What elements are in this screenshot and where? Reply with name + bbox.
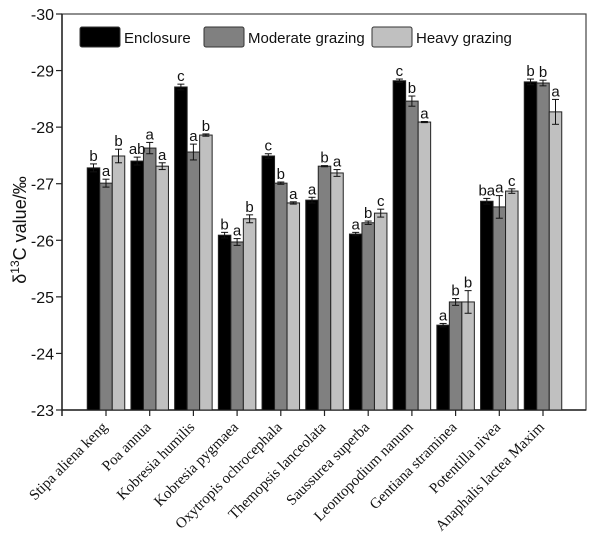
bar [417, 121, 432, 411]
significance-letter: b [539, 64, 547, 81]
legend-swatch [203, 26, 245, 48]
significance-letter: a [289, 186, 298, 203]
bar [217, 234, 232, 411]
significance-letter: a [146, 126, 155, 143]
significance-letter: b [320, 150, 328, 167]
legend-label: Moderate grazing [248, 30, 365, 47]
significance-letter: a [189, 128, 198, 145]
significance-letter: a [158, 147, 167, 164]
bar [174, 86, 188, 411]
significance-letter: ba [478, 182, 495, 199]
significance-letter: a [439, 307, 448, 324]
y-tick-label: -24 [31, 346, 54, 363]
y-axis-ticks: -30 -29 -28 -27 -26 -25 -24 -23 [31, 7, 62, 420]
bar [392, 80, 407, 411]
significance-letter: c [377, 193, 385, 210]
bar [242, 218, 257, 411]
bar [548, 111, 563, 411]
bar [286, 202, 301, 411]
y-axis-title: δ13C value/‰ [8, 176, 30, 283]
bar [130, 160, 144, 411]
bar [448, 301, 463, 411]
bar [436, 324, 450, 411]
significance-letter: ab [129, 141, 146, 158]
significance-letter: a [102, 163, 111, 180]
significance-letter: a [420, 105, 429, 122]
bars-layer [86, 80, 563, 411]
significance-letter: b [114, 133, 122, 150]
bar [86, 167, 101, 411]
bar [348, 233, 363, 411]
significance-letter: b [464, 275, 472, 292]
bar [330, 172, 344, 411]
bar [536, 82, 550, 411]
significance-letter: a [551, 83, 560, 100]
bar [461, 301, 475, 411]
significance-letter: b [526, 63, 534, 80]
significance-letter: b [277, 166, 285, 183]
significance-letter: b [202, 118, 210, 135]
y-tick-label: -27 [31, 177, 54, 194]
y-tick-label: -25 [31, 290, 54, 307]
significance-letter: b [451, 283, 459, 300]
significance-letter: c [265, 138, 273, 155]
bar [305, 199, 319, 411]
legend: Enclosure Moderate grazing Heavy grazing [79, 26, 512, 48]
bar [523, 81, 538, 411]
y-tick-label: -28 [31, 120, 54, 137]
y-axis-title-rest: C value/‰ [10, 176, 30, 260]
bar [155, 165, 169, 411]
bar [261, 155, 276, 411]
bar [199, 134, 213, 411]
x-tick-label: Kobresia humilis [114, 419, 198, 503]
significance-letter: b [89, 148, 97, 165]
x-tick-label: Stipa aliena keng [26, 419, 111, 504]
y-axis-title-delta: δ [10, 274, 30, 284]
significance-letter: a [495, 180, 504, 197]
bar [142, 147, 157, 411]
y-tick-label: -30 [31, 7, 54, 24]
bar [361, 222, 375, 411]
bar [317, 165, 332, 411]
bar [373, 212, 388, 411]
bar [186, 151, 201, 411]
bar [405, 100, 419, 411]
significance-letter: c [396, 63, 404, 80]
significance-letter: a [352, 216, 361, 233]
legend-label: Enclosure [124, 30, 191, 47]
legend-swatch [79, 26, 121, 48]
y-axis-title-sup: 13 [8, 260, 22, 274]
bar [99, 182, 113, 411]
bar [111, 155, 126, 411]
significance-letter: a [233, 223, 242, 240]
significance-letter: c [508, 173, 516, 190]
bar [230, 241, 244, 411]
legend-swatch [371, 26, 413, 48]
y-tick-label: -26 [31, 233, 54, 250]
significance-letter: a [308, 181, 317, 198]
error-bars-layer [90, 78, 559, 328]
significance-letter: a [333, 154, 342, 171]
significance-letter: c [177, 68, 185, 85]
y-tick-label: -29 [31, 64, 54, 81]
significance-letter: b [220, 216, 228, 233]
bar [505, 190, 519, 411]
significance-letter: b [245, 199, 253, 216]
significance-letter: b [364, 205, 372, 222]
bar [274, 182, 288, 411]
legend-label: Heavy grazing [416, 30, 512, 47]
y-tick-label: -23 [31, 403, 54, 420]
significance-letter: b [408, 80, 416, 97]
bar [480, 200, 494, 411]
bar [492, 206, 507, 411]
